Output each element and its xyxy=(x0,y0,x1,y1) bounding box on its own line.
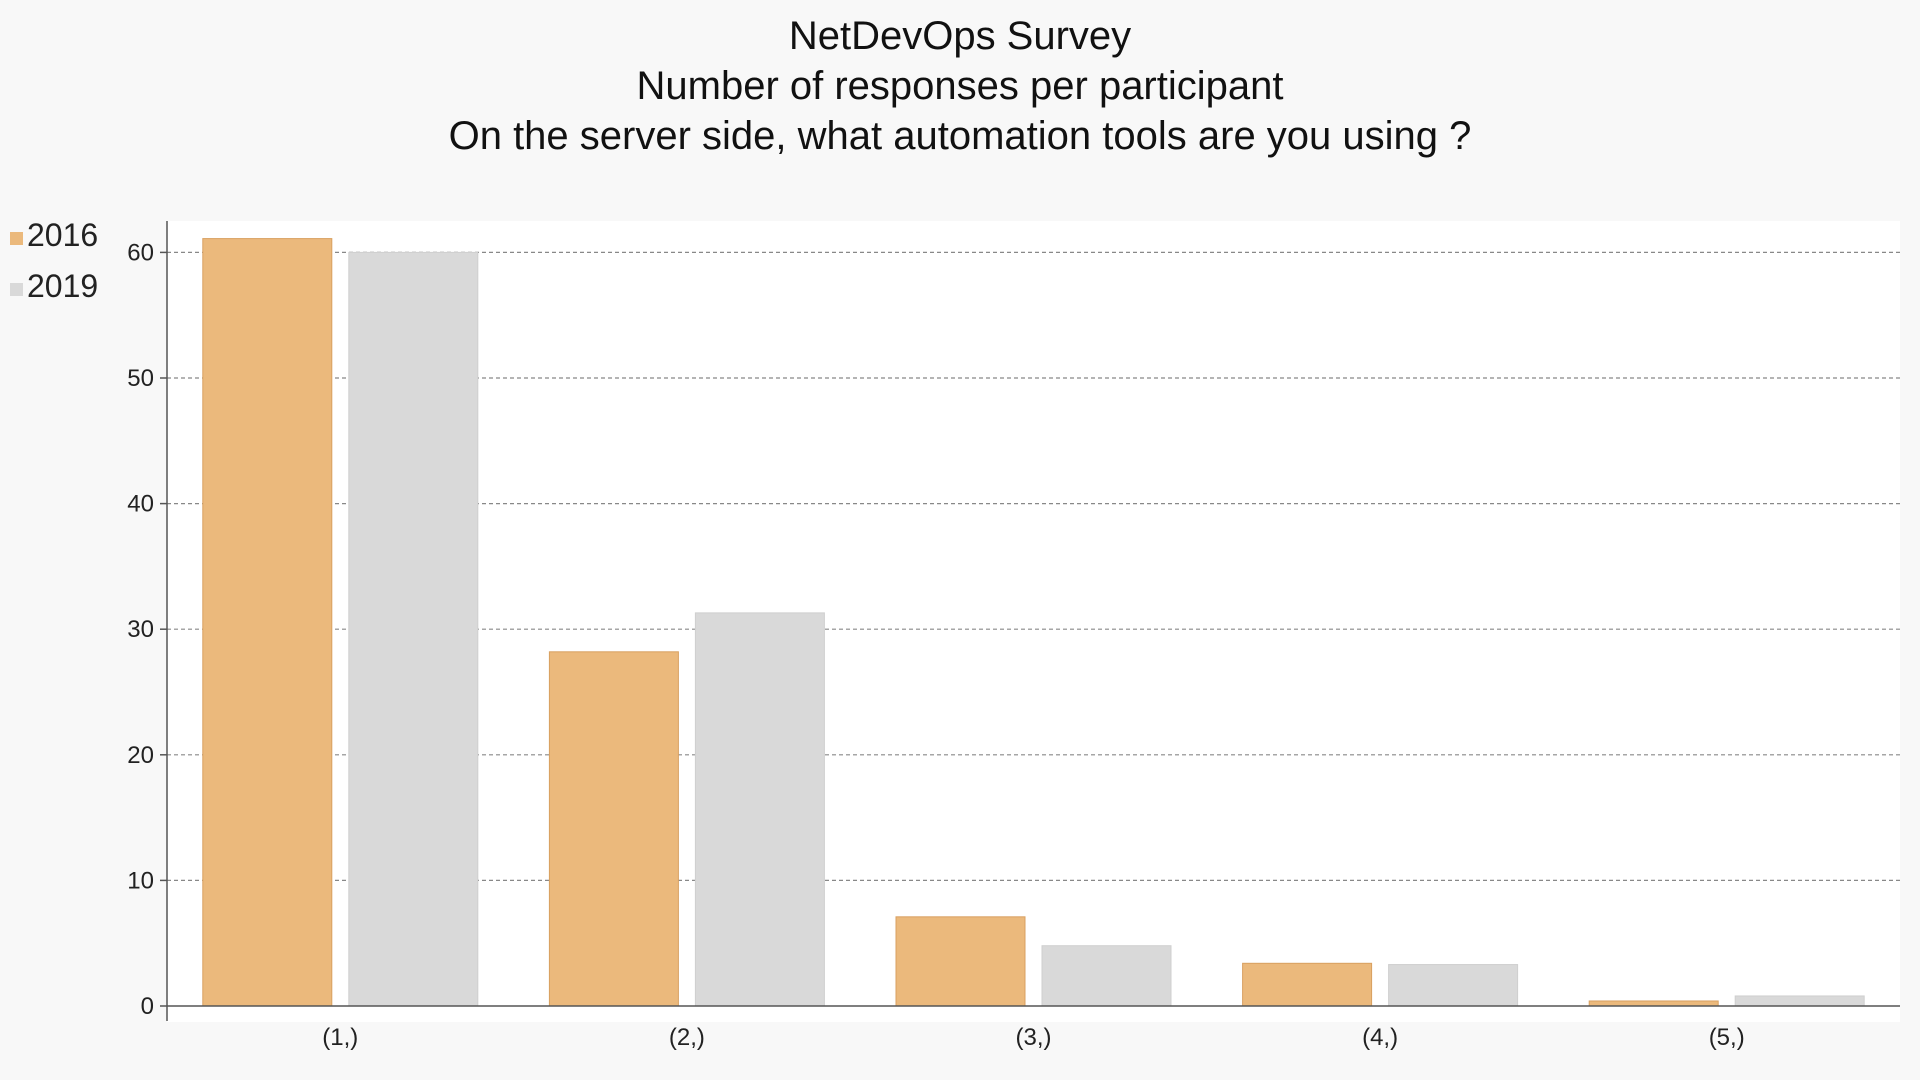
y-tick-label: 30 xyxy=(127,616,154,643)
bar-2019-5 xyxy=(1734,995,1865,1007)
y-tick-label: 50 xyxy=(127,365,154,392)
x-axis-ticks: (1,) (2,) (3,) (4,) (5,) xyxy=(322,1024,1744,1051)
y-tick-label: 60 xyxy=(127,239,154,266)
title-line-2: Number of responses per participant xyxy=(637,64,1284,108)
y-axis-ticks: 0 10 20 30 40 50 60 xyxy=(127,239,167,1020)
bar-2016-3 xyxy=(895,916,1026,1007)
title-line-1: NetDevOps Survey xyxy=(789,14,1131,58)
bar-2016-4 xyxy=(1242,962,1373,1007)
chart-title: NetDevOps Survey Number of responses per… xyxy=(449,14,1472,158)
x-tick-label: (5,) xyxy=(1709,1024,1745,1051)
x-tick-label: (3,) xyxy=(1016,1024,1052,1051)
legend-swatch-2019 xyxy=(10,283,23,296)
bar-2019-2 xyxy=(694,612,825,1007)
y-tick-label: 20 xyxy=(127,742,154,769)
bar-2016-1 xyxy=(202,238,333,1007)
legend-label-2019: 2019 xyxy=(27,268,98,304)
legend-label-2016: 2016 xyxy=(27,217,98,253)
x-tick-label: (4,) xyxy=(1362,1024,1398,1051)
x-tick-label: (2,) xyxy=(669,1024,705,1051)
bar-2019-4 xyxy=(1388,964,1519,1007)
legend-swatch-2016 xyxy=(10,232,23,245)
bar-2016-2 xyxy=(548,651,679,1007)
x-tick-label: (1,) xyxy=(322,1024,358,1051)
y-tick-label: 10 xyxy=(127,867,154,894)
bar-2019-3 xyxy=(1041,945,1172,1007)
title-line-3: On the server side, what automation tool… xyxy=(449,114,1472,158)
bar-2016-5 xyxy=(1588,1000,1719,1007)
y-tick-label: 40 xyxy=(127,491,154,518)
bars xyxy=(202,238,1865,1007)
axes xyxy=(166,221,1900,1021)
legend: 2016 2019 xyxy=(10,217,98,304)
bar-2019-1 xyxy=(348,251,479,1007)
y-tick-label: 0 xyxy=(141,993,154,1020)
